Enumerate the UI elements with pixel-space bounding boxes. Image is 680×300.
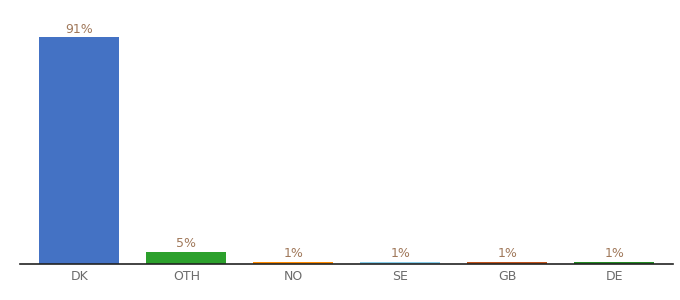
Bar [360, 262, 441, 264]
Bar [574, 262, 654, 264]
Text: 1%: 1% [390, 247, 410, 260]
Bar [253, 262, 333, 264]
Bar [146, 251, 226, 264]
Text: 1%: 1% [284, 247, 303, 260]
Text: 1%: 1% [605, 247, 624, 260]
Text: 91%: 91% [65, 23, 93, 36]
Bar [39, 38, 120, 264]
Text: 5%: 5% [176, 237, 197, 250]
Text: 1%: 1% [497, 247, 517, 260]
Bar [467, 262, 547, 264]
